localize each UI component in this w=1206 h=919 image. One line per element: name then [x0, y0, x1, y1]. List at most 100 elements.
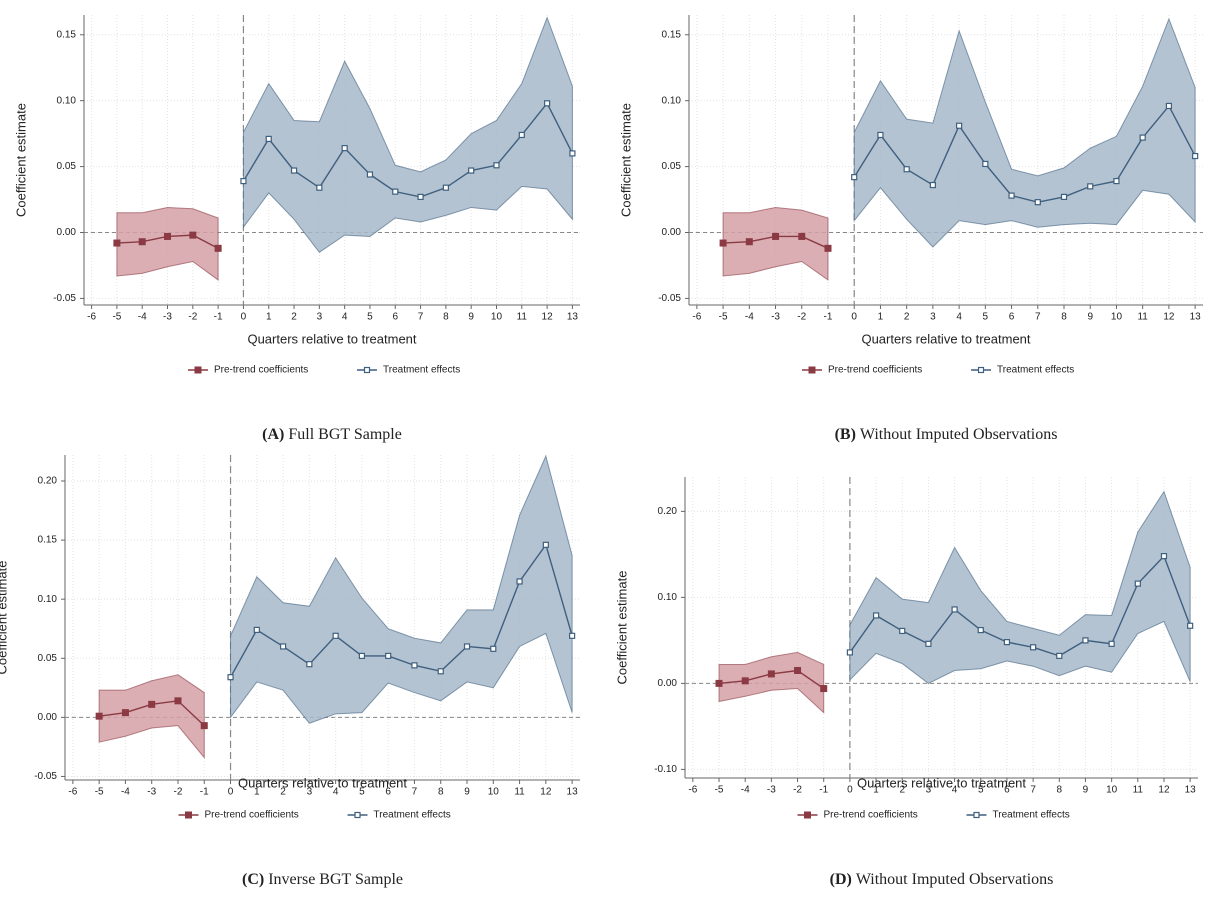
x-tick-label: 2: [280, 787, 286, 798]
x-tick-label: 7: [1030, 785, 1036, 796]
y-tick-label: 0.10: [658, 592, 678, 603]
y-tick-label: 0.00: [662, 227, 682, 238]
panel-label: (C): [242, 871, 264, 888]
x-tick-label: 7: [418, 312, 424, 323]
marker: [925, 640, 932, 647]
caption: (B) Without Imputed Observations: [835, 426, 1058, 443]
y-tick-label: 0.20: [658, 506, 678, 517]
y-tick-label: 0.15: [662, 29, 682, 40]
legend-label: Pre-trend coefficients: [214, 365, 308, 376]
x-tick-label: -4: [138, 312, 147, 323]
marker: [174, 697, 182, 705]
x-tick-label: 6: [385, 787, 391, 798]
x-tick-label: 5: [367, 312, 373, 323]
marker: [1087, 183, 1094, 190]
x-tick-label: -6: [688, 785, 697, 796]
marker: [877, 131, 884, 139]
marker: [1134, 580, 1141, 587]
marker: [493, 162, 500, 169]
marker: [1030, 644, 1037, 651]
panel: -6 -5 -4 -3 -2 -1 0 1 2 3 4 5 6 7 8 9 10 11 12 13-0.050.000…: [13, 15, 580, 443]
marker: [463, 643, 471, 650]
x-tick-label: 13: [567, 312, 579, 323]
y-tick-label: -0.05: [658, 293, 681, 304]
marker: [518, 131, 525, 139]
marker: [745, 238, 753, 246]
x-tick-label: 0: [847, 785, 853, 796]
x-tick-label: -3: [163, 312, 172, 323]
marker: [1113, 177, 1120, 185]
marker: [1165, 102, 1173, 110]
x-tick-label: -4: [741, 785, 750, 796]
marker: [820, 685, 828, 693]
legend-marker: [808, 366, 816, 374]
marker: [772, 232, 780, 240]
marker: [1060, 193, 1068, 201]
x-tick-label: 7: [412, 787, 418, 798]
y-tick-label: 0.10: [662, 95, 682, 106]
panel: -6 -5 -4 -3 -2 -1 0 1 2 3 4 5 6 7 8 9 10 11 12 13-0.050.000…: [618, 15, 1203, 443]
x-tick-label: -2: [793, 785, 802, 796]
panel: -6 -5 -4 -3 -2 -1 0 1 2 3 4 5 6 7 8 9 10 11 12 13-0.050.000…: [0, 454, 580, 888]
marker: [951, 606, 958, 613]
confidence-band: [722, 206, 829, 281]
x-tick-label: -2: [188, 312, 197, 323]
marker: [929, 181, 936, 189]
panel-label: (A): [262, 426, 284, 443]
marker: [1187, 622, 1194, 629]
x-tick-label: 5: [978, 785, 984, 796]
marker: [824, 244, 832, 252]
marker: [316, 184, 323, 191]
legend-marker: [363, 366, 371, 374]
y-tick-label: 0.15: [57, 29, 77, 40]
x-tick-label: 10: [491, 312, 503, 323]
legend-label: Treatment effects: [997, 365, 1074, 376]
marker: [977, 626, 984, 634]
marker: [1056, 652, 1063, 659]
x-tick-label: 9: [1087, 312, 1093, 323]
legend-marker: [977, 366, 985, 374]
x-tick-label: 1: [266, 312, 272, 323]
marker: [385, 652, 392, 660]
x-tick-label: 12: [542, 312, 554, 323]
marker: [214, 244, 222, 252]
caption-text: Inverse BGT Sample: [268, 871, 403, 888]
marker: [95, 712, 103, 720]
y-tick-label: 0.00: [38, 712, 58, 723]
x-tick-label: -4: [121, 787, 130, 798]
x-tick-label: 8: [438, 787, 444, 798]
marker: [113, 239, 121, 247]
marker: [1082, 637, 1089, 644]
marker: [903, 166, 910, 173]
x-tick-label: 4: [342, 312, 348, 323]
x-tick-label: 11: [517, 312, 528, 323]
x-tick-label: 12: [540, 787, 552, 798]
x-tick-label: -6: [692, 312, 701, 323]
x-tick-label: 13: [1185, 785, 1197, 796]
series-line: [849, 554, 1191, 657]
x-tick-label: 13: [1190, 312, 1202, 323]
x-tick-label: -2: [797, 312, 806, 323]
x-tick-label: 4: [956, 312, 962, 323]
x-tick-label: 11: [1137, 312, 1148, 323]
x-tick-label: 5: [359, 787, 365, 798]
x-tick-label: 6: [1009, 312, 1015, 323]
y-tick-label: 0.10: [38, 594, 58, 605]
x-tick-label: 3: [926, 785, 932, 796]
confidence-band: [849, 490, 1191, 684]
y-tick-label: 0.20: [38, 476, 58, 487]
legend-label: Treatment effects: [383, 365, 460, 376]
marker: [767, 670, 775, 678]
marker: [872, 612, 880, 619]
legend-marker: [185, 811, 192, 819]
x-tick-label: 10: [1106, 785, 1118, 796]
marker: [798, 232, 806, 240]
x-tick-label: 4: [333, 787, 339, 798]
marker: [569, 150, 576, 157]
caption: (D) Without Imputed Observations: [830, 871, 1054, 888]
x-axis-label: Quarters relative to treatment: [857, 775, 1026, 790]
confidence-band: [853, 17, 1196, 248]
y-tick-label: -0.05: [34, 771, 57, 782]
series-line: [242, 102, 574, 198]
marker: [442, 184, 449, 191]
